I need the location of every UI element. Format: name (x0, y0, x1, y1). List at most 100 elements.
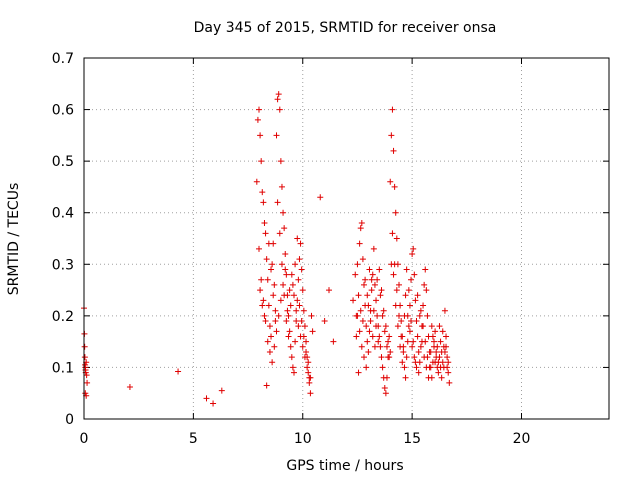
data-point (365, 302, 372, 309)
data-point (280, 281, 287, 288)
data-point (275, 312, 282, 319)
data-point (366, 328, 373, 335)
data-point (425, 374, 432, 381)
data-point (366, 266, 373, 273)
axis-ticks: 0 0.1 0.2 0.3 0.4 0.5 0.6 0.7 0 5 10 15 20 (52, 51, 609, 447)
data-point (268, 266, 275, 273)
data-point (287, 302, 294, 309)
data-point (393, 287, 400, 294)
data-point (264, 338, 271, 345)
data-point (272, 318, 279, 325)
data-point (283, 318, 290, 325)
data-point (303, 348, 310, 355)
data-point (422, 266, 429, 273)
data-point (305, 359, 312, 366)
data-point (414, 292, 421, 299)
data-point (286, 328, 293, 335)
data-point (390, 147, 397, 154)
data-point (400, 348, 407, 355)
grid-lines (84, 58, 609, 419)
data-point (369, 271, 376, 278)
data-point (428, 323, 435, 330)
data-point (387, 178, 394, 185)
data-point (376, 266, 383, 273)
data-point (288, 354, 295, 361)
chart-title: Day 345 of 2015, SRMTID for receiver ons… (194, 20, 497, 36)
data-point (415, 369, 422, 376)
y-tick-label: 0.7 (52, 51, 74, 67)
data-point (299, 287, 306, 294)
data-point (398, 318, 405, 325)
data-point (377, 292, 384, 299)
data-point (256, 106, 262, 113)
data-point (416, 312, 423, 319)
data-point (294, 297, 301, 304)
data-point (307, 390, 314, 397)
data-point (282, 266, 289, 273)
data-point (445, 369, 452, 376)
data-point (300, 333, 307, 340)
data-point (83, 372, 90, 379)
data-point (268, 333, 275, 340)
data-point (440, 364, 447, 371)
data-point (298, 266, 305, 273)
y-tick-label: 0.3 (52, 257, 74, 273)
x-tick-label: 20 (513, 431, 531, 447)
data-point (84, 379, 91, 386)
data-point (415, 348, 422, 355)
data-point (258, 276, 265, 283)
data-point (362, 276, 369, 283)
data-point (308, 312, 315, 319)
data-point (445, 359, 452, 366)
data-point (81, 343, 88, 350)
data-point (285, 333, 292, 340)
data-point (355, 369, 362, 376)
data-point (374, 312, 381, 319)
x-tick-label: 0 (80, 431, 89, 447)
data-point (126, 384, 133, 391)
data-point (260, 199, 267, 206)
data-point (386, 354, 393, 361)
data-point (379, 312, 386, 319)
data-point (377, 343, 384, 350)
y-tick-label: 0.4 (52, 206, 74, 222)
data-point (289, 364, 296, 371)
data-point (258, 158, 265, 165)
data-point (386, 333, 393, 340)
data-point (292, 261, 299, 268)
data-point (380, 307, 387, 314)
data-point (356, 328, 363, 335)
x-tick-label: 15 (403, 431, 421, 447)
data-point (256, 245, 262, 252)
data-point (383, 343, 390, 350)
data-point (291, 369, 297, 376)
data-point (271, 281, 278, 288)
data-point (358, 343, 365, 350)
data-point (354, 261, 361, 268)
data-point (306, 379, 313, 386)
data-point (282, 250, 289, 257)
data-point (401, 312, 408, 319)
data-point (381, 328, 388, 335)
data-point (424, 312, 431, 319)
data-point (441, 307, 448, 314)
data-point (357, 307, 364, 314)
data-point (376, 333, 383, 340)
data-point (82, 390, 89, 397)
data-point (292, 338, 299, 345)
data-point (432, 328, 439, 335)
x-tick-label: 5 (189, 431, 198, 447)
data-point (373, 323, 380, 330)
x-tick-label: 10 (294, 431, 312, 447)
y-tick-label: 0.6 (52, 103, 74, 119)
data-point (420, 302, 427, 309)
data-point (175, 368, 182, 375)
data-point (379, 364, 386, 371)
data-point (385, 338, 392, 345)
data-point (388, 261, 395, 268)
data-point (350, 297, 357, 304)
data-point (301, 323, 308, 330)
data-point (296, 302, 303, 309)
data-point (265, 302, 272, 309)
